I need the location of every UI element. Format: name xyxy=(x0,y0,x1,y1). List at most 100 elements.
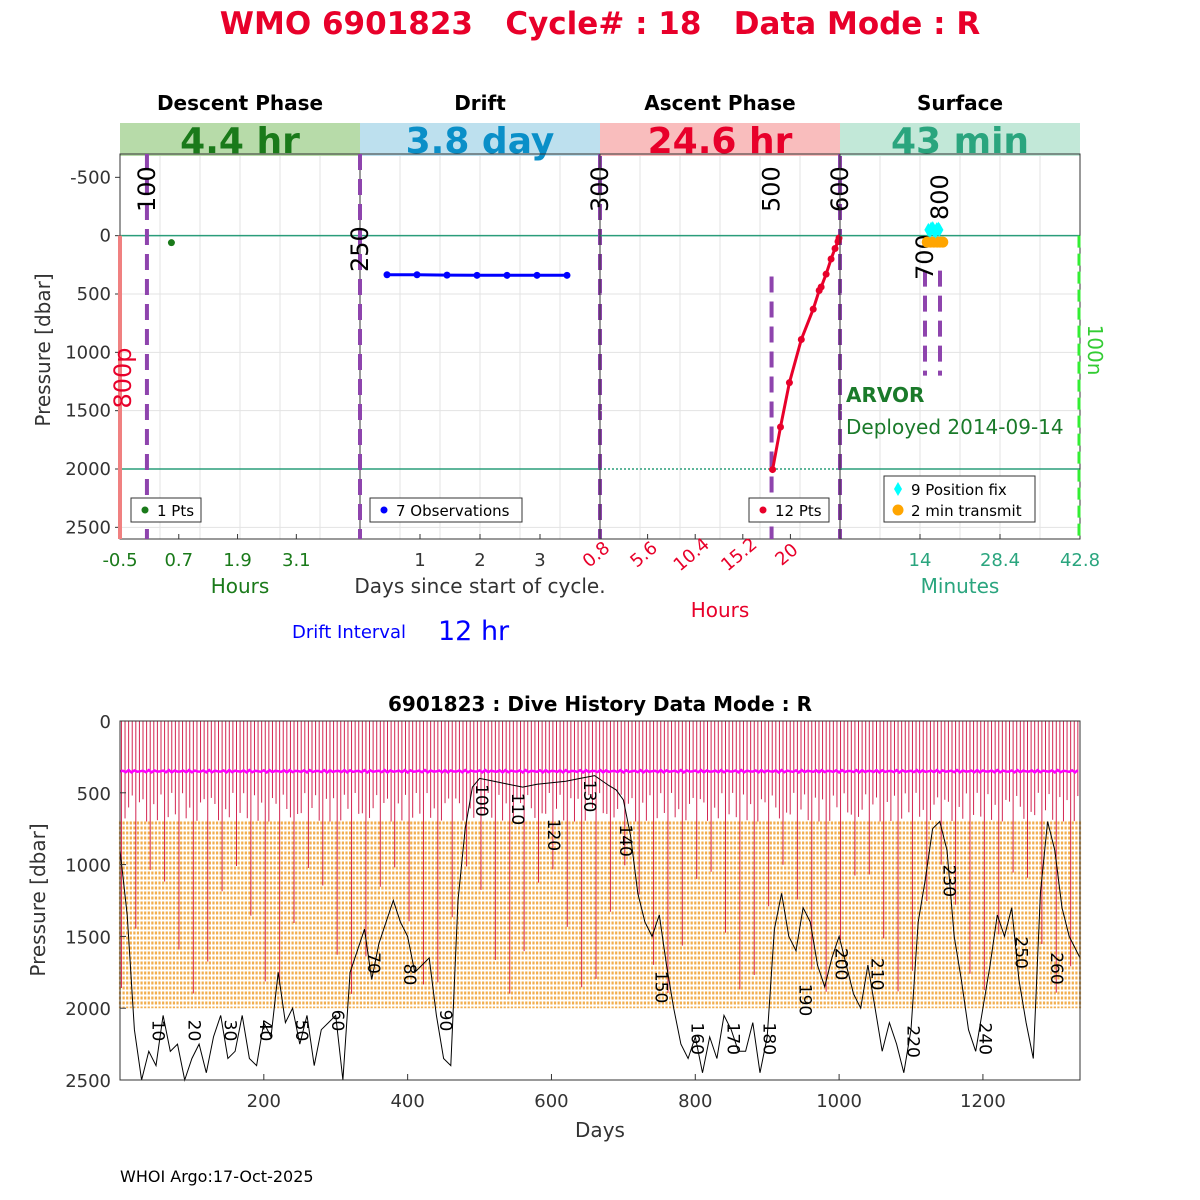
bottom-trace xyxy=(119,775,1081,1082)
x-tick-label: 0.7 xyxy=(164,550,193,571)
y-tick-label: 2500 xyxy=(65,517,111,538)
phase-banner xyxy=(360,123,600,156)
phase-banner xyxy=(120,123,360,156)
cycle-label: 160 xyxy=(687,1023,707,1055)
data-point xyxy=(785,379,793,387)
float-type: ARVOR xyxy=(846,383,924,407)
data-point xyxy=(822,270,830,278)
cycle-label: 260 xyxy=(1046,952,1066,984)
x-tick-label: 2 xyxy=(474,550,485,571)
footer-credit: WHOI Argo:17-Oct-2025 xyxy=(120,1167,314,1186)
x-tick-label: 10.4 xyxy=(670,534,714,576)
data-point xyxy=(817,283,825,291)
legend-position-label: 9 Position fix xyxy=(911,481,1007,499)
cycle-label: 40 xyxy=(255,1020,275,1042)
y-axis-label: Pressure [dbar] xyxy=(26,823,50,976)
cycle-label: 230 xyxy=(938,865,958,897)
cycle-label: 50 xyxy=(291,1020,311,1042)
x-axis-label: Hours xyxy=(691,598,750,622)
transmit-point xyxy=(937,236,949,248)
legend-box xyxy=(369,497,523,523)
drift-depth-line xyxy=(119,768,1079,774)
data-point xyxy=(533,271,541,279)
x-tick-label: -0.5 xyxy=(102,550,137,571)
legend-box xyxy=(883,475,1036,523)
phase-duration: 3.8 day xyxy=(406,121,555,162)
phase-name: Descent Phase xyxy=(157,91,323,115)
legend-label: 7 Observations xyxy=(396,502,510,520)
cycle-label: 170 xyxy=(723,1023,743,1055)
x-tick-label: 28.4 xyxy=(980,550,1020,571)
cycle-label: 110 xyxy=(507,793,527,825)
data-point xyxy=(443,271,451,279)
phase-name: Surface xyxy=(917,91,1003,115)
y-tick-label: 500 xyxy=(77,284,111,305)
cycle-label: 220 xyxy=(902,1025,922,1057)
data-point xyxy=(797,336,805,343)
y-tick-label: 2000 xyxy=(65,999,111,1020)
phase-banner xyxy=(840,123,1080,156)
position-fix-point xyxy=(934,221,943,236)
data-point xyxy=(383,271,391,279)
x-axis-label: Days xyxy=(575,1118,625,1142)
legend-transmit-label: 2 min transmit xyxy=(911,502,1022,520)
legend-icon xyxy=(759,506,767,514)
panel-descent: 4.4 hr Descent Phase -0.5 0.7 1.9 3.1 Hours 100… xyxy=(102,91,361,598)
x-axis-label: Minutes xyxy=(921,574,1000,598)
cycle-label: 30 xyxy=(219,1020,239,1042)
x-tick-label: 800 xyxy=(678,1091,712,1112)
y-tick-label: 1500 xyxy=(65,927,111,948)
y-tick-label: 1500 xyxy=(65,401,111,422)
drift-interval-label: Drift Interval xyxy=(292,622,406,643)
data-point xyxy=(809,305,817,313)
cycle-label: 60 xyxy=(327,1010,347,1032)
data-point xyxy=(413,271,421,279)
phase-duration: 24.6 hr xyxy=(648,121,793,162)
x-tick-label: 1.9 xyxy=(223,550,252,571)
phase-name: Ascent Phase xyxy=(644,91,795,115)
side-left-label: 800p xyxy=(109,347,137,408)
x-tick-label: 42.8 xyxy=(1060,550,1100,571)
cycle-label: 10 xyxy=(147,1020,167,1042)
legend-icon xyxy=(380,506,388,514)
cycle-label: 120 xyxy=(543,819,563,851)
x-tick-label: 1200 xyxy=(960,1091,1006,1112)
legend-transmit-icon xyxy=(892,504,904,516)
cycle-label: 150 xyxy=(651,971,671,1003)
cycle-label: 70 xyxy=(363,952,383,974)
x-tick-label: 15.2 xyxy=(717,534,761,576)
data-point xyxy=(563,271,571,279)
x-axis-label: Hours xyxy=(211,574,270,598)
x-axis-label: Days since start of cycle. xyxy=(354,574,605,598)
x-tick-label: 1 xyxy=(414,550,425,571)
profile-band xyxy=(118,821,1082,1009)
phase-duration: 4.4 hr xyxy=(180,121,300,162)
cycle-label: 20 xyxy=(183,1020,203,1042)
cycle-mark-label: 800 xyxy=(926,174,954,220)
x-tick-label: 0.8 xyxy=(579,538,614,572)
x-tick-label: 200 xyxy=(247,1091,281,1112)
cycle-mark-label: 250 xyxy=(346,226,374,272)
cycle-label: 210 xyxy=(866,958,886,990)
dive-history-chart: 10 20 30 40 50 60 70 80 90 100 110 120 130 140 150 160 1… xyxy=(26,692,1082,1142)
phase-duration: 43 min xyxy=(891,121,1029,162)
plot-frame xyxy=(119,720,1081,1081)
data-point xyxy=(776,423,784,431)
cycle-label: 240 xyxy=(974,1023,994,1055)
panel-ascent: 24.6 hr Ascent Phase 0.8 5.6 10.4 15.2 20 Hours… xyxy=(579,91,854,622)
y-tick-label: 2500 xyxy=(65,1071,111,1092)
phase-banner xyxy=(600,123,840,156)
cycle-label: 80 xyxy=(399,964,419,986)
y-tick-label: 0 xyxy=(100,226,111,247)
x-tick-label: 20 xyxy=(771,539,802,570)
main-title: WMO 6901823 Cycle# : 18 Data Mode : R xyxy=(220,6,981,42)
cycle-label: 250 xyxy=(1010,936,1030,968)
x-tick-label: 400 xyxy=(390,1091,424,1112)
side-right-label: 100n xyxy=(1083,325,1107,376)
data-point xyxy=(769,466,777,474)
y-tick-label: -500 xyxy=(70,167,111,188)
data-point xyxy=(503,271,511,279)
data-point xyxy=(473,271,481,279)
